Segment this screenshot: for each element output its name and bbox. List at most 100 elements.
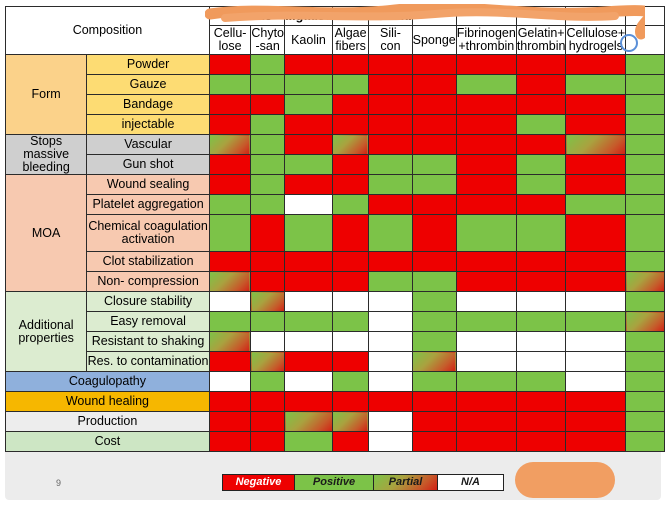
status-cell-pos <box>284 154 333 175</box>
table-row: Wound healing <box>5 391 665 412</box>
status-cell-par <box>284 411 333 432</box>
table-row: Bandage <box>6 94 665 115</box>
status-cell-neg <box>455 114 517 135</box>
status-cell-na <box>455 291 517 312</box>
material-group-header <box>411 6 457 26</box>
status-cell-neg <box>208 391 252 412</box>
status-cell-pos <box>411 154 457 175</box>
status-cell-neg <box>455 174 517 195</box>
status-cell-neg <box>565 174 627 195</box>
status-cell-na <box>565 351 627 372</box>
status-cell-neg <box>208 351 252 372</box>
status-cell-neg <box>368 114 413 135</box>
status-cell-pos <box>565 74 627 95</box>
status-cell-pos <box>250 311 286 332</box>
status-cell-na <box>455 351 517 372</box>
status-cell-pos <box>411 371 457 392</box>
magnifier-icon <box>620 34 638 52</box>
status-cell-pos <box>411 311 457 332</box>
status-cell-pos <box>625 134 665 155</box>
status-cell-par <box>250 291 286 312</box>
status-cell-neg <box>455 271 517 292</box>
status-cell-pos <box>284 214 333 252</box>
status-cell-pos <box>250 54 286 75</box>
status-cell-neg <box>284 271 333 292</box>
status-cell-na <box>208 371 252 392</box>
status-cell-neg <box>284 391 333 412</box>
subcategory-label: Easy removal <box>86 311 210 332</box>
status-cell-pos <box>208 214 252 252</box>
status-cell-neg <box>331 391 370 412</box>
status-cell-neg <box>411 94 457 115</box>
status-cell-na <box>368 331 413 352</box>
status-cell-pos <box>625 114 665 135</box>
subcategory-label: Gauze <box>86 74 210 95</box>
status-cell-pos <box>284 74 333 95</box>
status-cell-neg <box>331 351 370 372</box>
subcategory-label: Powder <box>86 54 210 75</box>
comparison-table: Composition W... ...ds ...gause ...Bond ...t… <box>4 6 665 452</box>
status-cell-neg <box>250 431 286 452</box>
status-cell-na <box>368 351 413 372</box>
status-cell-na <box>515 331 567 352</box>
subcategory-label: Platelet aggregation <box>86 194 210 215</box>
status-cell-neg <box>411 411 457 432</box>
status-cell-pos <box>625 174 665 195</box>
table-row: Cost <box>5 431 665 452</box>
status-cell-pos <box>284 431 333 452</box>
status-cell-pos <box>331 311 370 332</box>
material-group-header <box>331 6 370 26</box>
status-cell-par <box>331 134 370 155</box>
status-cell-pos <box>331 74 370 95</box>
status-cell-neg <box>455 194 517 215</box>
subcategory-label: Wound sealing <box>86 174 210 195</box>
status-cell-neg <box>411 391 457 412</box>
subcategory-label: Res. to contamination <box>86 351 210 372</box>
status-cell-neg <box>515 411 567 432</box>
status-cell-neg <box>565 94 627 115</box>
status-cell-par <box>331 411 370 432</box>
table-row: Res. to contamination <box>6 351 665 372</box>
status-cell-na <box>368 431 413 452</box>
material-group-header <box>515 6 567 26</box>
material-group-header: ...gause <box>284 6 333 26</box>
status-cell-neg <box>208 174 252 195</box>
status-cell-neg <box>565 114 627 135</box>
table-row: Resistant to shaking <box>6 331 665 352</box>
status-cell-na <box>565 291 627 312</box>
status-cell-pos <box>368 214 413 252</box>
status-cell-neg <box>250 411 286 432</box>
status-cell-pos <box>625 431 665 452</box>
status-cell-pos <box>625 74 665 95</box>
status-cell-neg <box>455 391 517 412</box>
status-cell-neg <box>208 431 252 452</box>
composition-header: Composition <box>5 6 210 55</box>
table-row: Coagulopathy <box>5 371 665 392</box>
category-label: MOA <box>4 174 88 292</box>
table-row: Clot stabilization <box>6 251 665 272</box>
category-label: Coagulopathy <box>5 371 210 392</box>
material-header: Kaolin <box>284 25 333 55</box>
status-cell-neg <box>331 114 370 135</box>
status-cell-pos <box>625 94 665 115</box>
status-cell-neg <box>331 214 370 252</box>
status-cell-neg <box>368 94 413 115</box>
status-cell-neg <box>455 154 517 175</box>
subcategory-label: Closure stability <box>86 291 210 312</box>
status-cell-pos <box>411 331 457 352</box>
category-label: Production <box>5 411 210 432</box>
status-cell-pos <box>284 311 333 332</box>
status-cell-neg <box>515 271 567 292</box>
status-cell-neg <box>515 94 567 115</box>
material-header: Cellulose+ hydrogels <box>565 25 627 55</box>
status-cell-pos <box>208 194 252 215</box>
status-cell-pos <box>515 174 567 195</box>
status-cell-par <box>625 271 665 292</box>
status-cell-neg <box>284 114 333 135</box>
header-group-row: Composition W... ...ds ...gause ...Bond ...t <box>5 6 665 55</box>
status-cell-neg <box>411 431 457 452</box>
table-row: MOA Wound sealing <box>4 174 665 292</box>
subcategory-label: Chemical coagulation activation <box>86 214 210 252</box>
table-row: injectable <box>6 114 665 135</box>
status-cell-neg <box>565 271 627 292</box>
